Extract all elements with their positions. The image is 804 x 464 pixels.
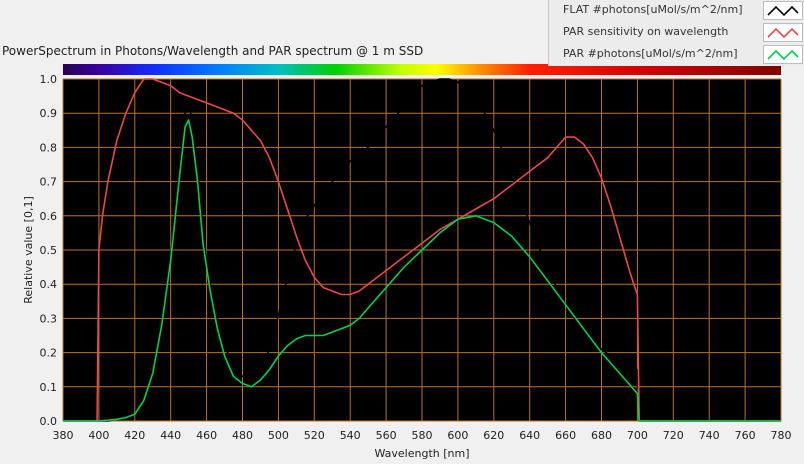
legend-label-par-photons: PAR #photons[uMol/s/m^2/nm] (563, 47, 738, 60)
x-tick-label: 500 (268, 429, 289, 442)
x-tick-label: 600 (447, 429, 468, 442)
legend-item-par-photons: PAR #photons[uMol/s/m^2/nm] (549, 44, 804, 66)
series-line-0 (63, 78, 781, 422)
legend-item-par-sensitivity: PAR sensitivity on wavelength (549, 22, 804, 44)
legend-item-flat-photons: FLAT #photons[uMol/s/m^2/nm] (549, 0, 804, 22)
x-tick-label: 780 (771, 429, 792, 442)
y-axis-label: Relative value [0,1] (22, 196, 35, 303)
x-tick-label: 440 (160, 429, 181, 442)
x-tick-label: 680 (591, 429, 612, 442)
legend-label-par-sensitivity: PAR sensitivity on wavelength (563, 25, 729, 38)
x-tick-label: 580 (412, 429, 433, 442)
x-tick-label: 400 (88, 429, 109, 442)
y-tick-label: 0.6 (40, 210, 58, 223)
x-tick-label: 560 (376, 429, 397, 442)
x-tick-label: 480 (232, 429, 253, 442)
x-tick-label: 740 (699, 429, 720, 442)
legend-label-flat-photons: FLAT #photons[uMol/s/m^2/nm] (563, 3, 743, 16)
y-tick-label: 0.3 (40, 312, 58, 325)
y-tick-label: 0.5 (40, 244, 58, 257)
x-tick-label: 640 (519, 429, 540, 442)
x-tick-label: 660 (555, 429, 576, 442)
x-tick-label: 540 (340, 429, 361, 442)
y-tick-label: 0.4 (40, 278, 58, 291)
y-tick-label: 0.9 (40, 107, 58, 120)
series-line-2 (63, 119, 781, 422)
legend-swatch-flat-photons (763, 1, 803, 20)
x-tick-label: 620 (483, 429, 504, 442)
chart-title: PowerSpectrum in Photons/Wavelength and … (2, 44, 424, 58)
x-tick-label: 380 (53, 429, 74, 442)
legend-swatch-par-photons (763, 45, 803, 64)
y-tick-label: 0.0 (40, 415, 58, 428)
x-tick-label: 520 (304, 429, 325, 442)
x-tick-label: 720 (663, 429, 684, 442)
x-tick-label: 460 (196, 429, 217, 442)
x-tick-label: 700 (627, 429, 648, 442)
y-tick-label: 0.8 (40, 141, 58, 154)
legend-swatch-par-sensitivity (763, 23, 803, 42)
y-tick-label: 0.2 (40, 347, 58, 360)
series-line-1 (63, 78, 781, 422)
y-tick-label: 0.7 (40, 176, 58, 189)
wavelength-color-band (63, 64, 781, 75)
legend: FLAT #photons[uMol/s/m^2/nm] PAR sensiti… (548, 0, 804, 66)
y-tick-label: 0.1 (40, 381, 58, 394)
x-tick-label: 420 (124, 429, 145, 442)
x-axis-label: Wavelength [nm] (374, 447, 469, 460)
x-tick-label: 760 (735, 429, 756, 442)
y-tick-label: 1.0 (40, 73, 58, 86)
